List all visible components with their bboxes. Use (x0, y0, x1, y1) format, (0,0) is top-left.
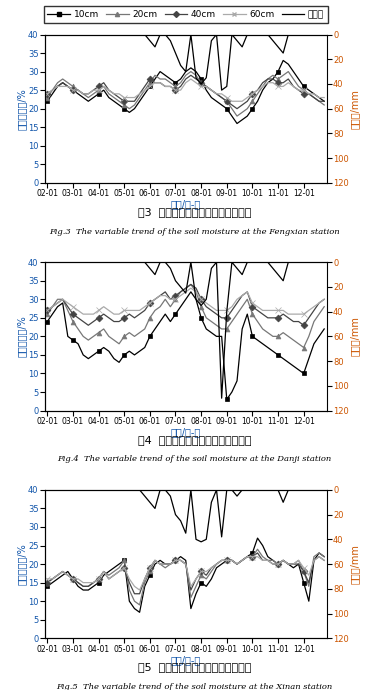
Y-axis label: 体积含水量/%: 体积含水量/% (16, 315, 26, 357)
Text: Fig.5  The variable trend of the soil moisture at the Xinan station: Fig.5 The variable trend of the soil moi… (56, 683, 333, 690)
X-axis label: 日期/月-日: 日期/月-日 (171, 655, 201, 665)
Text: Fig.3  The variable trend of the soil moisture at the Fengxian station: Fig.3 The variable trend of the soil moi… (49, 228, 340, 236)
Text: 图5  新安站土壤水分随时间变化曲线: 图5 新安站土壤水分随时间变化曲线 (138, 662, 251, 672)
Legend: 10cm, 20cm, 40cm, 60cm, 降雨量: 10cm, 20cm, 40cm, 60cm, 降雨量 (44, 6, 328, 23)
X-axis label: 日期/月-日: 日期/月-日 (171, 427, 201, 437)
Text: 图4  单集站土壤水分随时间变化曲线: 图4 单集站土壤水分随时间变化曲线 (138, 435, 251, 444)
Text: 图3  丰县站土壤水分随时间变化曲线: 图3 丰县站土壤水分随时间变化曲线 (138, 207, 251, 217)
Y-axis label: 体积含水量/%: 体积含水量/% (16, 543, 26, 585)
Y-axis label: 降雨量/mm: 降雨量/mm (350, 544, 360, 584)
X-axis label: 日期/月-日: 日期/月-日 (171, 199, 201, 210)
Y-axis label: 降雨量/mm: 降雨量/mm (350, 317, 360, 356)
Y-axis label: 降雨量/mm: 降雨量/mm (350, 89, 360, 128)
Text: Fig.4  The variable trend of the soil moisture at the Danji station: Fig.4 The variable trend of the soil moi… (57, 455, 332, 464)
Y-axis label: 体积含水量/%: 体积含水量/% (16, 88, 26, 130)
